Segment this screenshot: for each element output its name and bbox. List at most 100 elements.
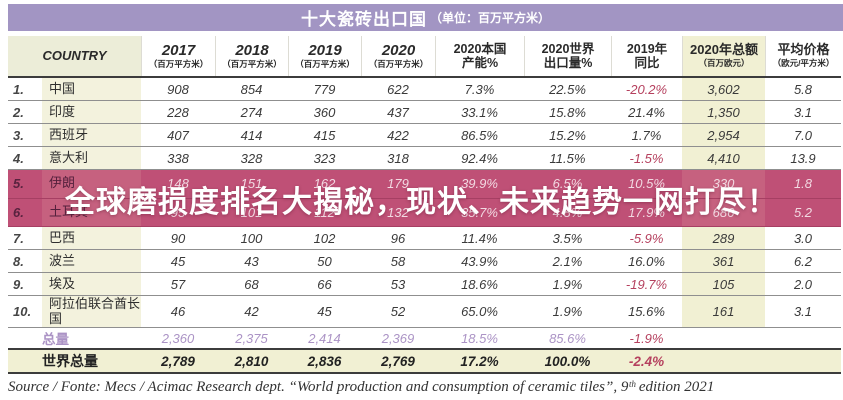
value-cell: 53 [390, 276, 406, 292]
value-cell: 92.4% [461, 150, 498, 166]
value-cell: 45 [317, 304, 332, 319]
value-cell: 162 [313, 176, 336, 192]
column-header: 2018 （百万平方米） [215, 36, 288, 76]
value-cell: 179 [387, 176, 409, 192]
value-cell: 6.5% [552, 176, 583, 192]
table-row: 5. 伊朗 148 151 162 179 39.9% 6.5% 10.5% 330 1.8 [8, 170, 841, 199]
rank-cell: 9. [13, 276, 24, 292]
table-title-unit: （单位：百万平方米） [429, 11, 550, 25]
value-cell: 11.5% [549, 150, 586, 166]
table-totals: 总量 2,360 2,375 2,414 2,369 18.5% 85.6% -1.9% 世界总… [8, 328, 841, 374]
value-cell: 323 [313, 150, 336, 166]
value-cell: 46 [170, 304, 186, 319]
column-header: 平均价格 （欧元/平方米） [765, 36, 841, 76]
value-cell: 50 [317, 253, 332, 269]
table-title-bar: 十大瓷砖出口国 （单位：百万平方米） [8, 4, 843, 31]
value-cell: 105 [682, 273, 765, 295]
value-cell: 132 [387, 204, 409, 220]
table-row: 3. 西班牙 407 414 415 422 86.5% 15.2% 1.7% 2,954 7.0 [8, 124, 841, 147]
column-header-sub-label: （百万欧元） [698, 58, 750, 69]
value-cell: 3.5% [552, 230, 583, 246]
value-cell: 407 [167, 127, 189, 143]
column-header-sub-label: （百万平方米） [368, 59, 429, 70]
table-row: 8. 波兰 45 43 50 58 43.9% 2.1% 16.0% 361 6.2 [8, 250, 841, 273]
value-cell: 17.9% [628, 204, 665, 220]
value-cell: -1.9% [629, 330, 664, 346]
column-header: 2020世界 出口量% [524, 36, 611, 76]
value-cell: -2.4% [628, 353, 665, 369]
column-header-sub-label: 产能% [461, 56, 499, 70]
rank-cell: 5. [13, 176, 24, 192]
rank-cell: 2. [13, 104, 24, 120]
value-cell [682, 328, 765, 348]
value-cell: 15.2% [549, 127, 586, 143]
value-cell: 686 [682, 198, 765, 226]
value-cell: 13.9 [790, 150, 816, 166]
value-cell: 96 [390, 230, 406, 246]
value-cell: 18.6% [461, 276, 498, 292]
export-table: COUNTRY 2017 （百万平方米） 2018 （百万平方米） 2019 （百万平方米）… [8, 36, 841, 374]
value-cell: 622 [387, 81, 409, 97]
table-header-row: COUNTRY 2017 （百万平方米） 2018 （百万平方米） 2019 （百万平方米）… [8, 36, 841, 78]
column-header: 2019 （百万平方米） [288, 36, 361, 76]
table-row: 1. 中国 908 854 779 622 7.3% 22.5% -20.2% 3,602 5.8 [8, 78, 841, 101]
column-header: 2020年总额 （百万欧元） [682, 36, 765, 76]
value-cell: 2,375 [235, 330, 268, 346]
value-cell [765, 328, 841, 348]
column-header-label: 2019年 [626, 41, 668, 56]
value-cell: 2,789 [161, 353, 195, 369]
value-cell: 39.9% [461, 176, 498, 192]
column-header-sub-label: （百万平方米） [148, 59, 209, 70]
value-cell: 5.2 [793, 204, 813, 220]
value-cell: 338 [167, 150, 189, 166]
value-cell: 45 [170, 253, 186, 269]
country-cell: 波兰 [42, 250, 141, 272]
column-header-label: 平均价格 [777, 42, 830, 58]
column-header: 2020 （百万平方米） [361, 36, 435, 76]
value-cell: 6.2 [793, 253, 813, 269]
value-cell: 2,836 [307, 353, 342, 369]
value-cell: -20.2% [625, 81, 668, 97]
value-cell: 100 [240, 230, 263, 246]
column-header-label: 2020年总额 [690, 42, 758, 58]
value-cell: 68 [244, 276, 259, 292]
world-total-row: 世界总量 2,789 2,810 2,836 2,769 17.2% 100.0% -2.4% [8, 350, 841, 374]
value-cell: 2,769 [381, 353, 415, 369]
value-cell: 43.9% [461, 253, 498, 269]
column-header: 2019年 同比 [611, 36, 682, 76]
value-cell: 330 [682, 170, 765, 198]
table-row: 9. 埃及 57 68 66 53 18.6% 1.9% -19.7% 105 2.0 [8, 273, 841, 296]
column-header-sub-label: 出口量% [543, 56, 593, 70]
rank-cell: 7. [13, 230, 24, 246]
value-cell: 17.2% [460, 353, 499, 369]
value-cell: 33.1% [461, 104, 498, 120]
value-cell: 1,350 [682, 101, 765, 123]
value-cell: 274 [240, 104, 263, 120]
rank-cell: 4. [13, 150, 24, 166]
value-cell: 52 [390, 304, 406, 319]
value-cell: 43 [244, 253, 259, 269]
value-cell: 1.7% [631, 127, 662, 143]
column-header: 2020本国 产能% [435, 36, 524, 76]
value-cell: 1.8 [793, 176, 813, 192]
value-cell: 3.1 [793, 104, 813, 120]
rank-cell: 10. [13, 304, 32, 319]
country-cell: 印度 [42, 101, 141, 123]
column-header-sub-label: （百万平方米） [295, 59, 355, 70]
value-cell: 2.1% [552, 253, 583, 269]
value-cell: 66 [317, 276, 332, 292]
value-cell: 3,602 [682, 78, 765, 100]
value-cell: 161 [682, 296, 765, 327]
value-cell: 95 [170, 204, 186, 220]
value-cell: 228 [167, 104, 189, 120]
value-cell: 4.8% [552, 204, 583, 220]
value-cell: 2,414 [308, 330, 341, 346]
value-cell: 360 [313, 104, 336, 120]
value-cell: 1.9% [552, 304, 583, 319]
value-cell: 3.1 [793, 304, 813, 319]
value-cell: 90 [170, 230, 186, 246]
country-cell: 埃及 [42, 273, 141, 295]
value-cell: 3.0 [793, 230, 813, 246]
value-cell: 42 [244, 304, 259, 319]
value-cell: 2,369 [381, 330, 415, 346]
